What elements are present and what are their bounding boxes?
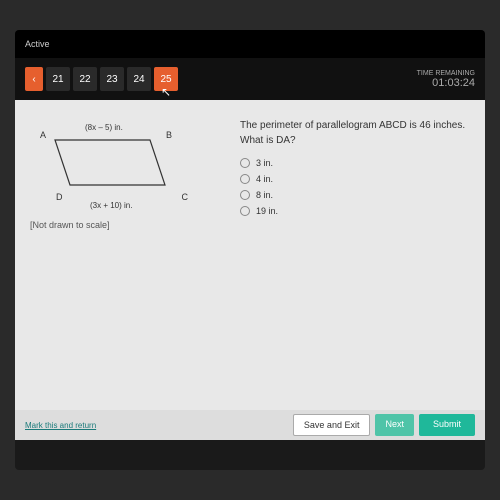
nav-item-25[interactable]: 25 ↖ — [154, 67, 178, 91]
option-label: 8 in. — [256, 190, 273, 200]
question-prompt: The perimeter of parallelogram ABCD is 4… — [240, 120, 470, 131]
footer-bar: Mark this and return Save and Exit Next … — [15, 410, 485, 440]
radio-icon — [240, 206, 250, 216]
vertex-d: D — [56, 192, 63, 202]
timer-label: TIME REMAINING — [417, 70, 475, 77]
mark-return-link[interactable]: Mark this and return — [25, 421, 96, 430]
option-label: 3 in. — [256, 158, 273, 168]
nav-item-21[interactable]: 21 — [46, 67, 70, 91]
timer: TIME REMAINING 01:03:24 — [417, 70, 475, 89]
question-ask: What is DA? — [240, 135, 470, 146]
option-label: 19 in. — [256, 206, 278, 216]
radio-icon — [240, 174, 250, 184]
top-bar: Active — [15, 30, 485, 58]
side-dc-label: (3x + 10) in. — [90, 201, 132, 210]
status-text: Active — [25, 39, 50, 49]
nav-item-24[interactable]: 24 — [127, 67, 151, 91]
option-2[interactable]: 8 in. — [240, 190, 470, 200]
nav-prev[interactable]: ‹ — [25, 67, 43, 91]
footer-buttons: Save and Exit Next Submit — [293, 414, 475, 436]
timer-value: 01:03:24 — [417, 77, 475, 89]
nav-item-label: 25 — [160, 74, 171, 85]
radio-icon — [240, 158, 250, 168]
nav-buttons: ‹ 21 22 23 24 25 ↖ — [25, 67, 178, 91]
diagram-column: A (8x – 5) in. B D (3x + 10) in. C [Not … — [30, 120, 210, 420]
option-3[interactable]: 19 in. — [240, 206, 470, 216]
vertex-a: A — [40, 130, 46, 140]
option-label: 4 in. — [256, 174, 273, 184]
scale-note: [Not drawn to scale] — [30, 220, 210, 230]
parallelogram-shape — [50, 135, 170, 190]
cursor-icon: ↖ — [161, 85, 171, 99]
question-nav: ‹ 21 22 23 24 25 ↖ TIME REMAINING 01:03:… — [15, 58, 485, 100]
parallelogram-diagram: A (8x – 5) in. B D (3x + 10) in. C — [30, 120, 190, 210]
app-screen: Active ‹ 21 22 23 24 25 ↖ TIME REMAINING… — [15, 30, 485, 470]
content-area: A (8x – 5) in. B D (3x + 10) in. C [Not … — [15, 100, 485, 440]
option-0[interactable]: 3 in. — [240, 158, 470, 168]
option-1[interactable]: 4 in. — [240, 174, 470, 184]
nav-item-23[interactable]: 23 — [100, 67, 124, 91]
question-column: The perimeter of parallelogram ABCD is 4… — [240, 120, 470, 420]
nav-item-22[interactable]: 22 — [73, 67, 97, 91]
save-exit-button[interactable]: Save and Exit — [293, 414, 371, 436]
radio-icon — [240, 190, 250, 200]
next-button[interactable]: Next — [375, 414, 414, 436]
vertex-c: C — [182, 192, 189, 202]
side-ab-label: (8x – 5) in. — [85, 123, 123, 132]
submit-button[interactable]: Submit — [419, 414, 475, 436]
